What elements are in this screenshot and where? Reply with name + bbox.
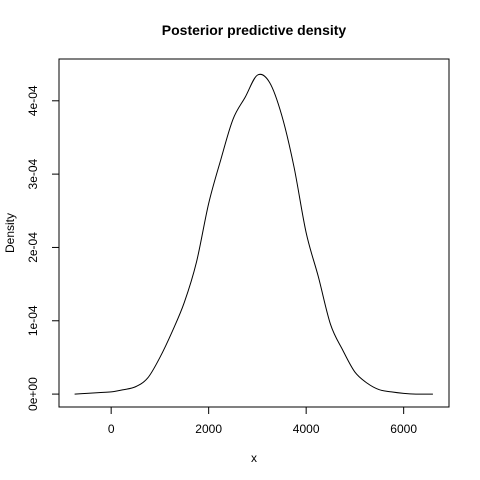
x-tick-label: 2000 — [195, 422, 222, 436]
plot-box — [58, 58, 450, 408]
x-tick-label: 0 — [108, 422, 115, 436]
y-tick-label: 4e-04 — [26, 85, 40, 116]
x-tick-label: 6000 — [390, 422, 417, 436]
x-tick-label: 4000 — [293, 422, 320, 436]
y-tick-label: 0e+00 — [26, 377, 40, 411]
x-axis: 0 2000 4000 6000 — [108, 406, 417, 436]
density-line — [74, 73, 433, 395]
x-axis-label: x — [251, 451, 257, 465]
y-axis: 0e+00 1e-04 2e-04 3e-04 4e-04 — [26, 85, 60, 411]
y-axis-label: Density — [3, 213, 17, 253]
y-tick-label: 3e-04 — [26, 158, 40, 189]
chart-title: Posterior predictive density — [162, 22, 347, 38]
y-tick-label: 2e-04 — [26, 232, 40, 263]
y-tick-label: 1e-04 — [26, 305, 40, 336]
